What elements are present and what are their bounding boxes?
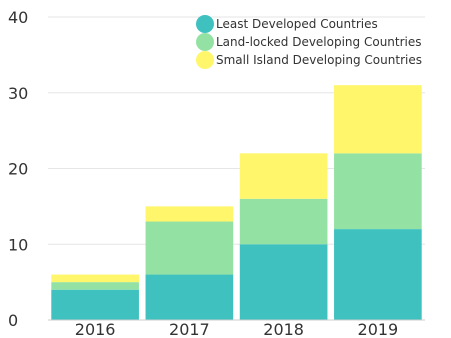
bar-2016-series-1 xyxy=(51,289,139,320)
x-tick-label-2019: 2019 xyxy=(358,320,399,338)
bar-2018-series-2 xyxy=(239,198,328,245)
legend-swatch-2 xyxy=(196,33,214,51)
y-tick-label-40: 40 xyxy=(8,8,28,27)
bar-2017-series-1 xyxy=(145,274,234,320)
bar-2019-series-2 xyxy=(334,153,422,230)
y-tick-label-20: 20 xyxy=(8,160,28,179)
bar-2019-series-3 xyxy=(334,85,422,154)
bars xyxy=(51,85,422,320)
x-tick-label-2016: 2016 xyxy=(75,320,116,338)
bar-2017-series-2 xyxy=(145,221,234,275)
legend-label-3: Small Island Developing Countries xyxy=(216,53,422,67)
bar-2016-series-2 xyxy=(51,282,139,290)
bar-2019-series-1 xyxy=(334,229,422,320)
bar-2018-series-1 xyxy=(239,244,328,320)
y-tick-label-0: 0 xyxy=(8,311,18,330)
legend-swatch-1 xyxy=(196,15,214,33)
y-tick-label-10: 10 xyxy=(8,235,28,254)
bar-2018-series-3 xyxy=(239,153,328,199)
x-tick-label-2017: 2017 xyxy=(169,320,210,338)
y-tick-labels: 0 10 20 30 40 xyxy=(8,8,28,330)
x-tick-labels: 2016 2017 2018 2019 xyxy=(75,320,398,338)
x-tick-label-2018: 2018 xyxy=(263,320,304,338)
legend-label-1: Least Developed Countries xyxy=(216,17,378,31)
bar-2017-series-3 xyxy=(145,206,234,222)
y-tick-label-30: 30 xyxy=(8,84,28,103)
legend-label-2: Land-locked Developing Countries xyxy=(216,35,422,49)
legend-swatch-3 xyxy=(196,51,214,69)
legend: Least Developed Countries Land-locked Dev… xyxy=(196,15,422,69)
bar-2016-series-3 xyxy=(51,274,139,283)
